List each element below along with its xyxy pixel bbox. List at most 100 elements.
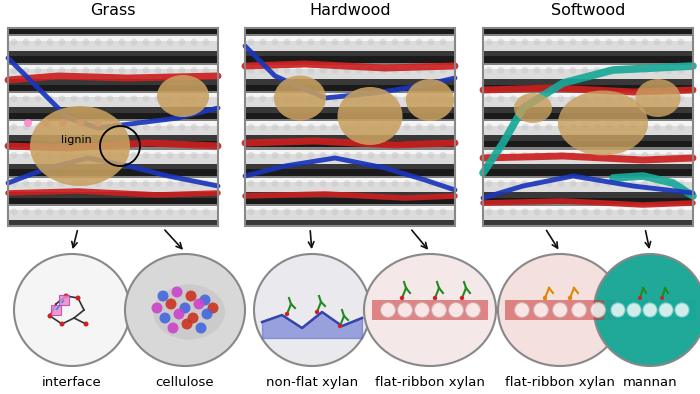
Circle shape	[83, 152, 90, 159]
Bar	[8, 93, 218, 97]
Circle shape	[654, 95, 660, 102]
Circle shape	[678, 180, 685, 187]
Circle shape	[131, 152, 137, 159]
Circle shape	[155, 67, 162, 74]
Bar	[8, 150, 218, 164]
Circle shape	[545, 152, 552, 159]
Circle shape	[638, 296, 642, 300]
Circle shape	[47, 67, 53, 74]
Circle shape	[440, 180, 447, 187]
Circle shape	[344, 67, 351, 74]
Circle shape	[131, 95, 137, 102]
Circle shape	[284, 180, 290, 187]
Circle shape	[34, 124, 41, 130]
Bar	[8, 37, 218, 41]
Circle shape	[440, 39, 447, 46]
Circle shape	[344, 208, 351, 215]
Circle shape	[570, 152, 576, 159]
Circle shape	[248, 39, 254, 46]
Circle shape	[558, 180, 564, 187]
Ellipse shape	[274, 76, 326, 121]
Bar	[483, 178, 693, 192]
Circle shape	[47, 152, 53, 159]
Circle shape	[404, 39, 410, 46]
Circle shape	[284, 124, 290, 130]
Circle shape	[545, 95, 552, 102]
Circle shape	[143, 152, 149, 159]
Circle shape	[295, 152, 302, 159]
Circle shape	[440, 124, 447, 130]
Circle shape	[315, 310, 319, 314]
Circle shape	[248, 124, 254, 130]
Circle shape	[522, 124, 528, 130]
Bar	[8, 93, 218, 107]
Circle shape	[558, 208, 564, 215]
Circle shape	[332, 67, 338, 74]
Circle shape	[307, 180, 314, 187]
Bar	[8, 113, 218, 119]
Circle shape	[570, 124, 576, 130]
Bar	[245, 150, 455, 164]
Circle shape	[344, 95, 351, 102]
Circle shape	[248, 67, 254, 74]
Bar	[505, 300, 615, 320]
Circle shape	[59, 119, 67, 127]
Circle shape	[552, 303, 568, 318]
Circle shape	[498, 95, 505, 102]
Bar	[483, 206, 693, 210]
Circle shape	[606, 39, 612, 46]
Bar	[604, 300, 696, 320]
Circle shape	[356, 124, 363, 130]
Circle shape	[83, 95, 90, 102]
Circle shape	[178, 67, 186, 74]
Circle shape	[606, 67, 612, 74]
Circle shape	[404, 152, 410, 159]
Circle shape	[617, 180, 624, 187]
Circle shape	[34, 152, 41, 159]
Bar	[245, 206, 455, 210]
Circle shape	[545, 180, 552, 187]
Circle shape	[391, 95, 398, 102]
Bar	[483, 56, 693, 63]
Circle shape	[320, 152, 326, 159]
Bar	[245, 178, 455, 182]
Circle shape	[594, 124, 601, 130]
Circle shape	[522, 39, 528, 46]
Circle shape	[94, 180, 101, 187]
Circle shape	[338, 324, 342, 328]
Circle shape	[449, 303, 463, 318]
Circle shape	[272, 180, 279, 187]
Circle shape	[24, 119, 32, 127]
Circle shape	[594, 152, 601, 159]
Circle shape	[510, 208, 517, 215]
Circle shape	[202, 67, 209, 74]
Circle shape	[344, 180, 351, 187]
Circle shape	[131, 124, 137, 130]
Bar	[245, 198, 455, 204]
Circle shape	[400, 296, 404, 300]
Circle shape	[195, 323, 206, 333]
Bar	[483, 65, 693, 69]
Text: interface: interface	[42, 376, 102, 389]
Circle shape	[629, 152, 636, 159]
Circle shape	[606, 180, 612, 187]
Text: Softwood: Softwood	[551, 3, 625, 18]
Circle shape	[59, 124, 65, 130]
Circle shape	[284, 152, 290, 159]
Circle shape	[167, 152, 174, 159]
Circle shape	[202, 124, 209, 130]
Circle shape	[428, 180, 435, 187]
Bar	[245, 65, 455, 69]
Ellipse shape	[514, 93, 552, 123]
Bar	[483, 91, 693, 96]
Circle shape	[545, 39, 552, 46]
Circle shape	[143, 180, 149, 187]
Circle shape	[190, 208, 197, 215]
Circle shape	[558, 39, 564, 46]
Circle shape	[178, 124, 186, 130]
Circle shape	[178, 180, 186, 187]
Circle shape	[202, 95, 209, 102]
Circle shape	[570, 67, 576, 74]
Circle shape	[533, 124, 540, 130]
Bar	[483, 93, 693, 97]
